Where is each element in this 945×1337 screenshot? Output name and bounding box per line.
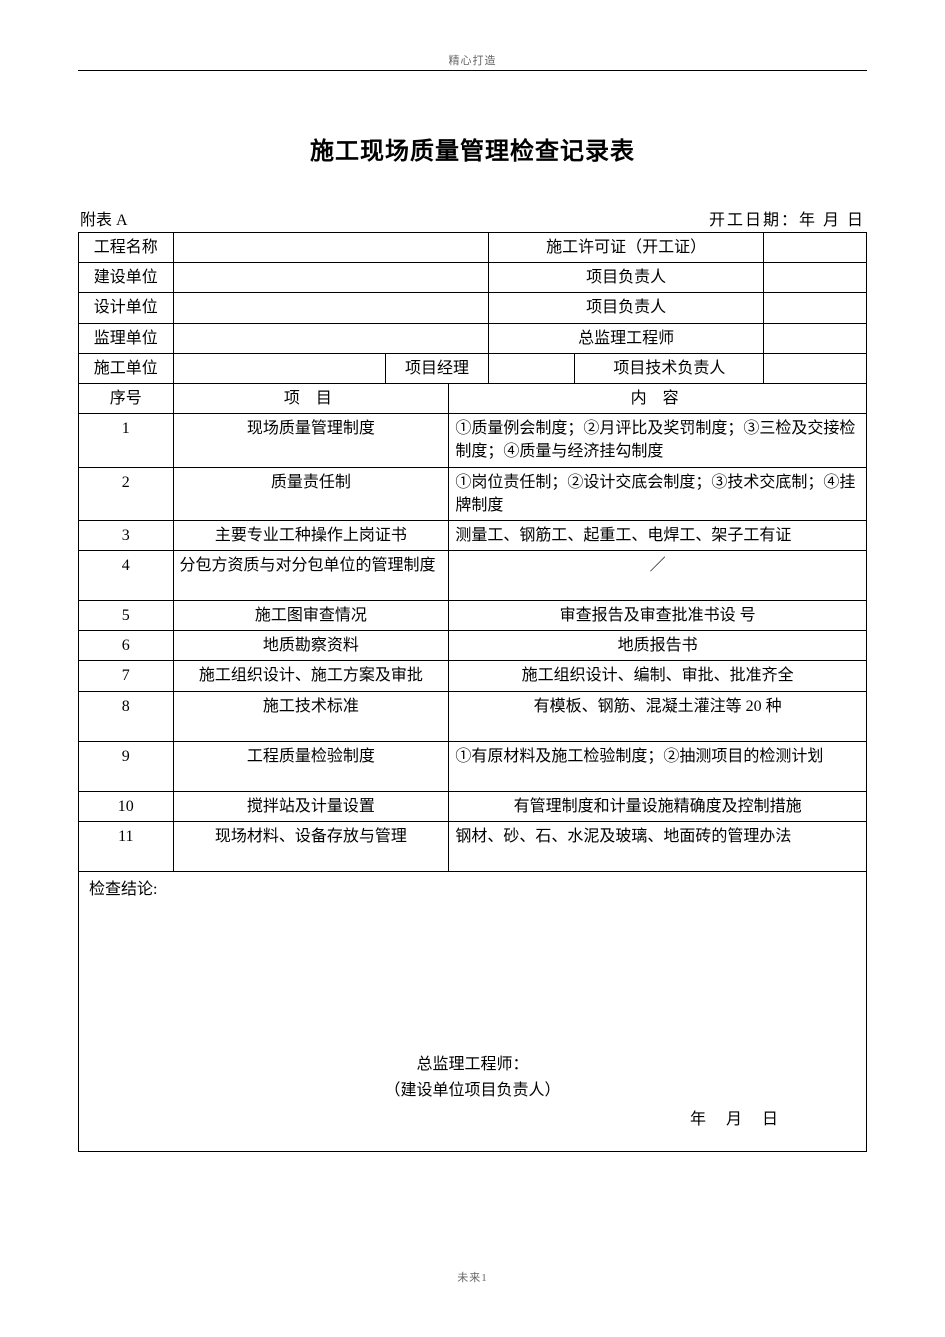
value-design-unit (173, 293, 488, 323)
page-container: 精心打造 施工现场质量管理检查记录表 附表 A 开工日期：年 月 日 工程名称 … (0, 0, 945, 1152)
value-build-unit (173, 263, 488, 293)
seq-cell: 11 (79, 821, 174, 871)
header-mark: 精心打造 (78, 52, 867, 70)
label-permit: 施工许可证（开工证） (488, 233, 764, 263)
info-row-design-unit: 设计单位 项目负责人 (79, 293, 867, 323)
value-construction-unit (173, 353, 386, 383)
seq-cell: 2 (79, 467, 174, 520)
table-row: 3 主要专业工种操作上岗证书 测量工、钢筋工、起重工、电焊工、架子工有证 (79, 520, 867, 550)
conclusion-row: 检查结论: 总监理工程师： （建设单位项目负责人） 年 月 日 (79, 871, 867, 1151)
label-design-unit: 设计单位 (79, 293, 174, 323)
value-project-name (173, 233, 488, 263)
content-cell: ①质量例会制度；②月评比及奖罚制度；③三检及交接检制度；④质量与经济挂勾制度 (449, 414, 867, 467)
col-item: 项 目 (173, 383, 449, 413)
value-tech-leader (764, 353, 867, 383)
content-cell: 有管理制度和计量设施精确度及控制措施 (449, 791, 867, 821)
signature-chief-engineer: 总监理工程师： (79, 1052, 866, 1078)
info-row-supervise-unit: 监理单位 总监理工程师 (79, 323, 867, 353)
content-cell: 钢材、砂、石、水泥及玻璃、地面砖的管理办法 (449, 821, 867, 871)
col-content: 内 容 (449, 383, 867, 413)
content-cell: 测量工、钢筋工、起重工、电焊工、架子工有证 (449, 520, 867, 550)
content-cell: ／ (449, 551, 867, 601)
item-cell: 施工图审查情况 (173, 601, 449, 631)
table-row: 1 现场质量管理制度 ①质量例会制度；②月评比及奖罚制度；③三检及交接检制度；④… (79, 414, 867, 467)
content-cell: 地质报告书 (449, 631, 867, 661)
content-cell: ①有原材料及施工检验制度；②抽测项目的检测计划 (449, 741, 867, 791)
label-chief-engineer: 总监理工程师 (488, 323, 764, 353)
table-row: 11 现场材料、设备存放与管理 钢材、砂、石、水泥及玻璃、地面砖的管理办法 (79, 821, 867, 871)
info-row-construction-unit: 施工单位 项目经理 项目技术负责人 (79, 353, 867, 383)
seq-cell: 7 (79, 661, 174, 691)
label-supervise-unit: 监理单位 (79, 323, 174, 353)
table-row: 6 地质勘察资料 地质报告书 (79, 631, 867, 661)
column-header-row: 序号 项 目 内 容 (79, 383, 867, 413)
seq-cell: 5 (79, 601, 174, 631)
content-cell: 有模板、钢筋、混凝土灌注等 20 种 (449, 691, 867, 741)
table-row: 9 工程质量检验制度 ①有原材料及施工检验制度；②抽测项目的检测计划 (79, 741, 867, 791)
item-cell: 现场质量管理制度 (173, 414, 449, 467)
seq-cell: 6 (79, 631, 174, 661)
value-supervise-unit (173, 323, 488, 353)
seq-cell: 1 (79, 414, 174, 467)
seq-cell: 4 (79, 551, 174, 601)
value-chief-engineer (764, 323, 867, 353)
appendix-label: 附表 A (80, 206, 128, 230)
content-cell: 审查报告及审查批准书设 号 (449, 601, 867, 631)
item-cell: 施工组织设计、施工方案及审批 (173, 661, 449, 691)
label-tech-leader: 项目技术负责人 (575, 353, 764, 383)
label-build-unit: 建设单位 (79, 263, 174, 293)
seq-cell: 8 (79, 691, 174, 741)
start-date-field: 开工日期：年 月 日 (709, 206, 865, 230)
table-row: 8 施工技术标准 有模板、钢筋、混凝土灌注等 20 种 (79, 691, 867, 741)
col-seq: 序号 (79, 383, 174, 413)
table-row: 5 施工图审查情况 审查报告及审查批准书设 号 (79, 601, 867, 631)
label-build-leader: 项目负责人 (488, 263, 764, 293)
item-cell: 主要专业工种操作上岗证书 (173, 520, 449, 550)
label-project-name: 工程名称 (79, 233, 174, 263)
table-row: 2 质量责任制 ①岗位责任制；②设计交底会制度；③技术交底制；④挂牌制度 (79, 467, 867, 520)
table-row: 4 分包方资质与对分包单位的管理制度 ／ (79, 551, 867, 601)
conclusion-cell: 检查结论: 总监理工程师： （建设单位项目负责人） 年 月 日 (79, 871, 867, 1151)
item-cell: 现场材料、设备存放与管理 (173, 821, 449, 871)
pre-table-row: 附表 A 开工日期：年 月 日 (78, 206, 867, 230)
item-cell: 工程质量检验制度 (173, 741, 449, 791)
start-date-value: 年 月 日 (799, 212, 865, 229)
label-construction-unit: 施工单位 (79, 353, 174, 383)
item-cell: 地质勘察资料 (173, 631, 449, 661)
conclusion-label: 检查结论: (89, 878, 856, 901)
item-cell: 分包方资质与对分包单位的管理制度 (173, 551, 449, 601)
content-cell: ①岗位责任制；②设计交底会制度；③技术交底制；④挂牌制度 (449, 467, 867, 520)
signature-date: 年 月 日 (79, 1107, 866, 1133)
table-row: 10 搅拌站及计量设置 有管理制度和计量设施精确度及控制措施 (79, 791, 867, 821)
item-cell: 质量责任制 (173, 467, 449, 520)
seq-cell: 10 (79, 791, 174, 821)
value-build-leader (764, 263, 867, 293)
value-permit (764, 233, 867, 263)
table-row: 7 施工组织设计、施工方案及审批 施工组织设计、编制、审批、批准齐全 (79, 661, 867, 691)
signature-block: 总监理工程师： （建设单位项目负责人） 年 月 日 (79, 1052, 866, 1133)
label-design-leader: 项目负责人 (488, 293, 764, 323)
content-cell: 施工组织设计、编制、审批、批准齐全 (449, 661, 867, 691)
value-design-leader (764, 293, 867, 323)
seq-cell: 9 (79, 741, 174, 791)
item-cell: 搅拌站及计量设置 (173, 791, 449, 821)
main-table: 工程名称 施工许可证（开工证） 建设单位 项目负责人 设计单位 项目负责人 监理… (78, 232, 867, 1152)
page-footer: 未来1 (0, 1269, 945, 1285)
header-rule (78, 70, 867, 71)
document-title: 施工现场质量管理检查记录表 (78, 131, 867, 166)
seq-cell: 3 (79, 520, 174, 550)
start-date-label: 开工日期： (709, 212, 799, 229)
info-row-project-name: 工程名称 施工许可证（开工证） (79, 233, 867, 263)
item-cell: 施工技术标准 (173, 691, 449, 741)
label-project-manager: 项目经理 (386, 353, 488, 383)
value-project-manager (488, 353, 575, 383)
signature-build-leader: （建设单位项目负责人） (79, 1078, 866, 1104)
info-row-build-unit: 建设单位 项目负责人 (79, 263, 867, 293)
